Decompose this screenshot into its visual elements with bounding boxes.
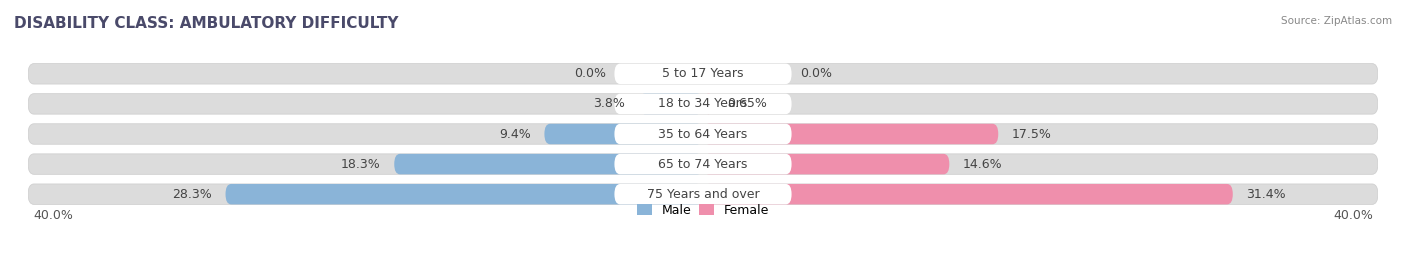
Text: 9.4%: 9.4% <box>499 128 531 140</box>
FancyBboxPatch shape <box>614 184 792 204</box>
Text: 3.8%: 3.8% <box>593 97 626 110</box>
Text: 28.3%: 28.3% <box>173 188 212 201</box>
FancyBboxPatch shape <box>614 124 792 144</box>
FancyBboxPatch shape <box>28 124 1378 144</box>
FancyBboxPatch shape <box>703 94 714 114</box>
Text: 0.0%: 0.0% <box>574 67 606 80</box>
Text: 14.6%: 14.6% <box>963 158 1002 171</box>
FancyBboxPatch shape <box>28 184 1378 204</box>
Text: 0.0%: 0.0% <box>800 67 832 80</box>
Text: 65 to 74 Years: 65 to 74 Years <box>658 158 748 171</box>
FancyBboxPatch shape <box>394 154 703 174</box>
FancyBboxPatch shape <box>614 154 792 174</box>
FancyBboxPatch shape <box>614 94 792 114</box>
Text: 18.3%: 18.3% <box>342 158 381 171</box>
FancyBboxPatch shape <box>703 154 949 174</box>
Text: 17.5%: 17.5% <box>1012 128 1052 140</box>
FancyBboxPatch shape <box>703 124 998 144</box>
FancyBboxPatch shape <box>638 94 703 114</box>
Text: Source: ZipAtlas.com: Source: ZipAtlas.com <box>1281 16 1392 26</box>
FancyBboxPatch shape <box>28 94 1378 114</box>
FancyBboxPatch shape <box>614 64 792 84</box>
Text: 35 to 64 Years: 35 to 64 Years <box>658 128 748 140</box>
Text: 40.0%: 40.0% <box>34 209 73 222</box>
Text: 0.65%: 0.65% <box>727 97 768 110</box>
FancyBboxPatch shape <box>544 124 703 144</box>
Text: 18 to 34 Years: 18 to 34 Years <box>658 97 748 110</box>
Text: 5 to 17 Years: 5 to 17 Years <box>662 67 744 80</box>
Text: DISABILITY CLASS: AMBULATORY DIFFICULTY: DISABILITY CLASS: AMBULATORY DIFFICULTY <box>14 16 398 31</box>
FancyBboxPatch shape <box>28 154 1378 174</box>
Text: 75 Years and over: 75 Years and over <box>647 188 759 201</box>
Legend: Male, Female: Male, Female <box>637 204 769 217</box>
FancyBboxPatch shape <box>28 64 1378 84</box>
FancyBboxPatch shape <box>225 184 703 204</box>
FancyBboxPatch shape <box>703 184 1233 204</box>
Text: 31.4%: 31.4% <box>1246 188 1286 201</box>
Text: 40.0%: 40.0% <box>1333 209 1372 222</box>
